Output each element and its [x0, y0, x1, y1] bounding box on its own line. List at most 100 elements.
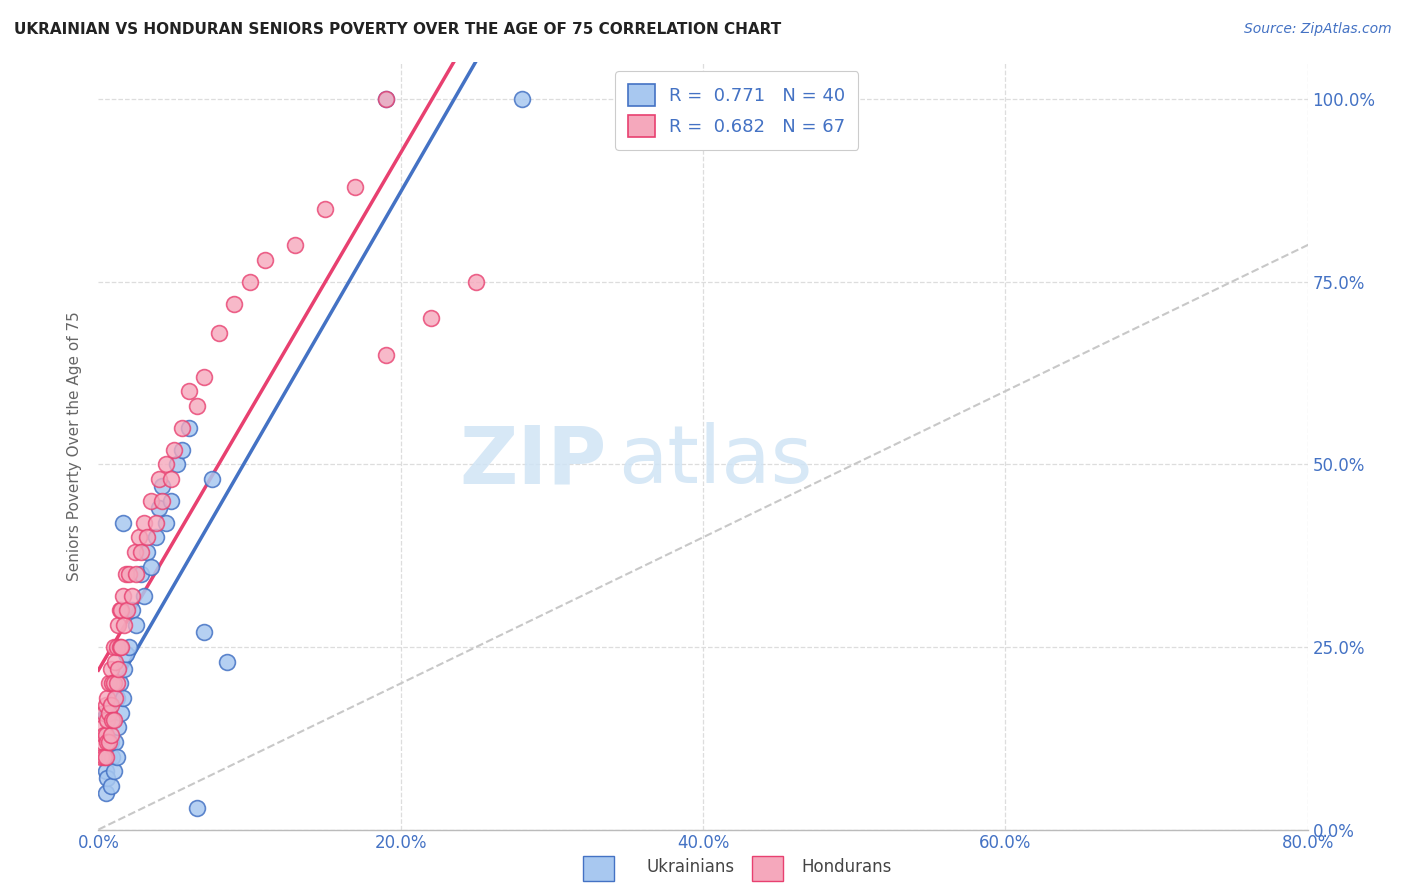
Point [141, 559, 163, 574]
Point [100, 728, 122, 742]
Point [110, 640, 132, 654]
Point [150, 479, 173, 493]
Point [103, 676, 125, 690]
Point [145, 530, 167, 544]
Point [101, 676, 124, 690]
Point [90, 749, 112, 764]
Point [93, 728, 115, 742]
Point [105, 691, 128, 706]
Point [125, 566, 148, 581]
Point [96, 735, 118, 749]
Point [114, 566, 136, 581]
Point [104, 655, 127, 669]
Point [135, 530, 157, 544]
Point [98, 676, 121, 690]
Y-axis label: Seniors Poverty Over the Age of 75: Seniors Poverty Over the Age of 75 [67, 311, 83, 581]
Point [129, 566, 152, 581]
Point [166, 457, 188, 471]
Point [105, 749, 128, 764]
Point [124, 545, 146, 559]
Point [163, 442, 186, 457]
Point [110, 603, 132, 617]
Point [145, 516, 167, 530]
Point [374, 348, 396, 362]
Point [98, 735, 121, 749]
Legend: R =  0.771   N = 40, R =  0.682   N = 67: R = 0.771 N = 40, R = 0.682 N = 67 [616, 71, 858, 150]
Point [135, 545, 157, 559]
Point [100, 698, 122, 713]
Point [208, 326, 231, 340]
Point [112, 662, 135, 676]
Point [132, 516, 155, 530]
Point [108, 603, 131, 617]
Point [374, 92, 396, 106]
Point [155, 516, 177, 530]
Point [111, 516, 134, 530]
Point [100, 779, 122, 793]
Point [374, 92, 396, 106]
Point [96, 772, 118, 786]
Point [118, 640, 141, 654]
Point [179, 421, 201, 435]
Point [103, 640, 125, 654]
Point [98, 706, 121, 720]
Point [107, 662, 129, 676]
Text: Ukrainians: Ukrainians [647, 858, 735, 876]
Point [101, 713, 124, 727]
Text: atlas: atlas [619, 422, 813, 500]
Point [112, 618, 135, 632]
Point [160, 472, 183, 486]
Point [125, 618, 148, 632]
Point [94, 698, 117, 713]
Point [148, 501, 170, 516]
Point [155, 457, 177, 471]
Point [103, 764, 125, 778]
Point [111, 691, 134, 706]
Point [94, 786, 117, 800]
Point [344, 179, 367, 194]
Point [108, 676, 131, 690]
Point [111, 589, 134, 603]
Point [253, 252, 276, 267]
Point [284, 238, 307, 252]
Point [91, 735, 114, 749]
Point [96, 691, 118, 706]
Text: Hondurans: Hondurans [801, 858, 891, 876]
Point [129, 545, 152, 559]
Point [141, 493, 163, 508]
Point [193, 625, 215, 640]
Point [420, 311, 443, 326]
Point [224, 296, 246, 310]
Point [101, 749, 124, 764]
Point [186, 399, 208, 413]
Text: ZIP: ZIP [458, 422, 606, 500]
Point [170, 442, 193, 457]
Text: UKRAINIAN VS HONDURAN SENIORS POVERTY OVER THE AGE OF 75 CORRELATION CHART: UKRAINIAN VS HONDURAN SENIORS POVERTY OV… [14, 22, 782, 37]
Point [103, 713, 125, 727]
Point [201, 472, 224, 486]
Point [114, 647, 136, 661]
Point [108, 640, 131, 654]
Point [105, 640, 128, 654]
Point [128, 530, 150, 544]
Point [193, 369, 215, 384]
Point [107, 720, 129, 734]
Point [91, 720, 114, 734]
Point [94, 764, 117, 778]
Point [105, 676, 128, 690]
Point [121, 603, 143, 617]
Point [215, 655, 238, 669]
Point [510, 92, 533, 106]
Point [104, 735, 127, 749]
Point [93, 706, 115, 720]
Point [170, 421, 193, 435]
Point [150, 493, 173, 508]
Point [314, 202, 336, 216]
Point [110, 706, 132, 720]
Point [104, 691, 127, 706]
Point [121, 589, 143, 603]
Point [100, 735, 122, 749]
Point [179, 384, 201, 399]
Point [148, 472, 170, 486]
Point [107, 618, 129, 632]
